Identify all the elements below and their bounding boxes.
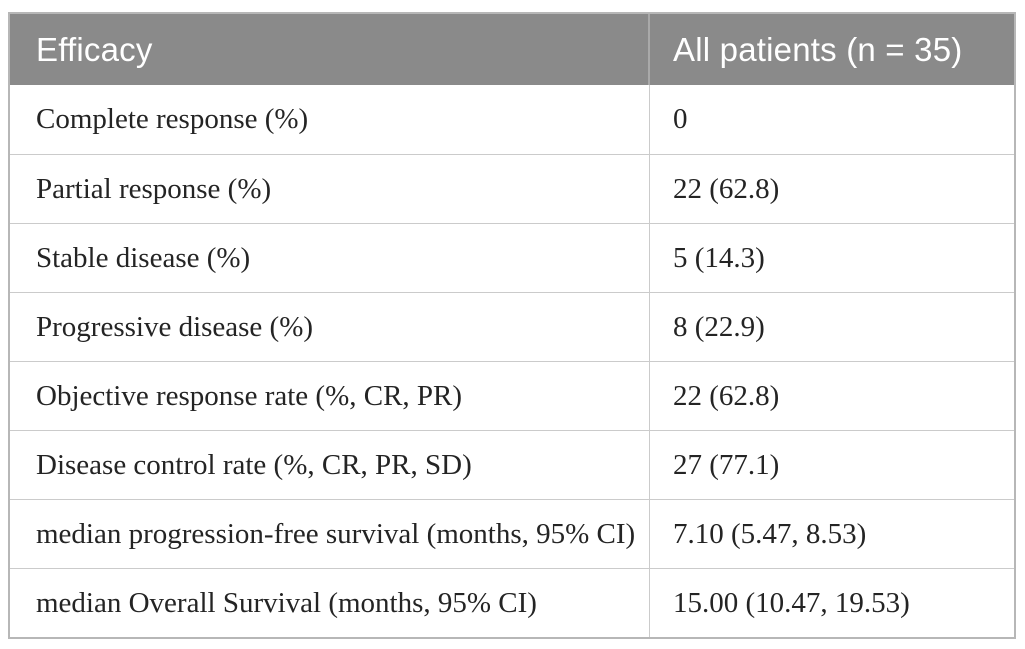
row-value-cell: 27 (77.1)	[650, 431, 1014, 499]
row-label: Disease control rate (%, CR, PR, SD)	[36, 448, 472, 481]
header-all-patients-label: All patients (n = 35)	[673, 30, 963, 68]
row-value-cell: 22 (62.8)	[650, 362, 1014, 430]
row-label-cell: Partial response (%)	[10, 155, 650, 223]
row-value: 5 (14.3)	[673, 241, 765, 274]
row-value: 7.10 (5.47, 8.53)	[673, 517, 867, 550]
row-value-cell: 22 (62.8)	[650, 155, 1014, 223]
row-value: 22 (62.8)	[673, 379, 780, 412]
row-label-cell: Disease control rate (%, CR, PR, SD)	[10, 431, 650, 499]
table-row: Progressive disease (%) 8 (22.9)	[10, 292, 1014, 361]
table-row: Objective response rate (%, CR, PR) 22 (…	[10, 361, 1014, 430]
table-row: Disease control rate (%, CR, PR, SD) 27 …	[10, 430, 1014, 499]
row-value: 22 (62.8)	[673, 172, 780, 205]
row-label-cell: Stable disease (%)	[10, 224, 650, 292]
row-label: Complete response (%)	[36, 103, 309, 135]
header-cell-all-patients: All patients (n = 35)	[650, 14, 1014, 85]
row-value-cell: 7.10 (5.47, 8.53)	[650, 500, 1014, 568]
table-header-row: Efficacy All patients (n = 35)	[10, 14, 1014, 85]
row-label-cell: Progressive disease (%)	[10, 293, 650, 361]
row-value-cell: 15.00 (10.47, 19.53)	[650, 569, 1014, 637]
row-label: median progression-free survival (months…	[36, 517, 636, 550]
table-row: Complete response (%) 0	[10, 85, 1014, 154]
row-value: 15.00 (10.47, 19.53)	[673, 586, 910, 619]
header-cell-efficacy: Efficacy	[10, 14, 650, 85]
row-value-cell: 0	[650, 85, 1014, 154]
row-label-cell: median progression-free survival (months…	[10, 500, 650, 568]
row-value: 8 (22.9)	[673, 310, 765, 343]
row-label: median Overall Survival (months, 95% CI)	[36, 586, 537, 619]
row-label: Partial response (%)	[36, 172, 272, 205]
row-value: 0	[673, 103, 688, 135]
row-label-cell: median Overall Survival (months, 95% CI)	[10, 569, 650, 637]
row-value-cell: 5 (14.3)	[650, 224, 1014, 292]
row-label-cell: Objective response rate (%, CR, PR)	[10, 362, 650, 430]
table-row: Stable disease (%) 5 (14.3)	[10, 223, 1014, 292]
table-row: median progression-free survival (months…	[10, 499, 1014, 568]
row-label: Progressive disease (%)	[36, 310, 314, 343]
table-row: Partial response (%) 22 (62.8)	[10, 154, 1014, 223]
row-label: Objective response rate (%, CR, PR)	[36, 379, 463, 412]
row-value-cell: 8 (22.9)	[650, 293, 1014, 361]
row-label-cell: Complete response (%)	[10, 85, 650, 154]
header-efficacy-label: Efficacy	[36, 30, 153, 68]
table-row: median Overall Survival (months, 95% CI)…	[10, 568, 1014, 637]
row-label: Stable disease (%)	[36, 241, 251, 274]
row-value: 27 (77.1)	[673, 448, 780, 481]
efficacy-table: Efficacy All patients (n = 35) Complete …	[8, 12, 1016, 639]
